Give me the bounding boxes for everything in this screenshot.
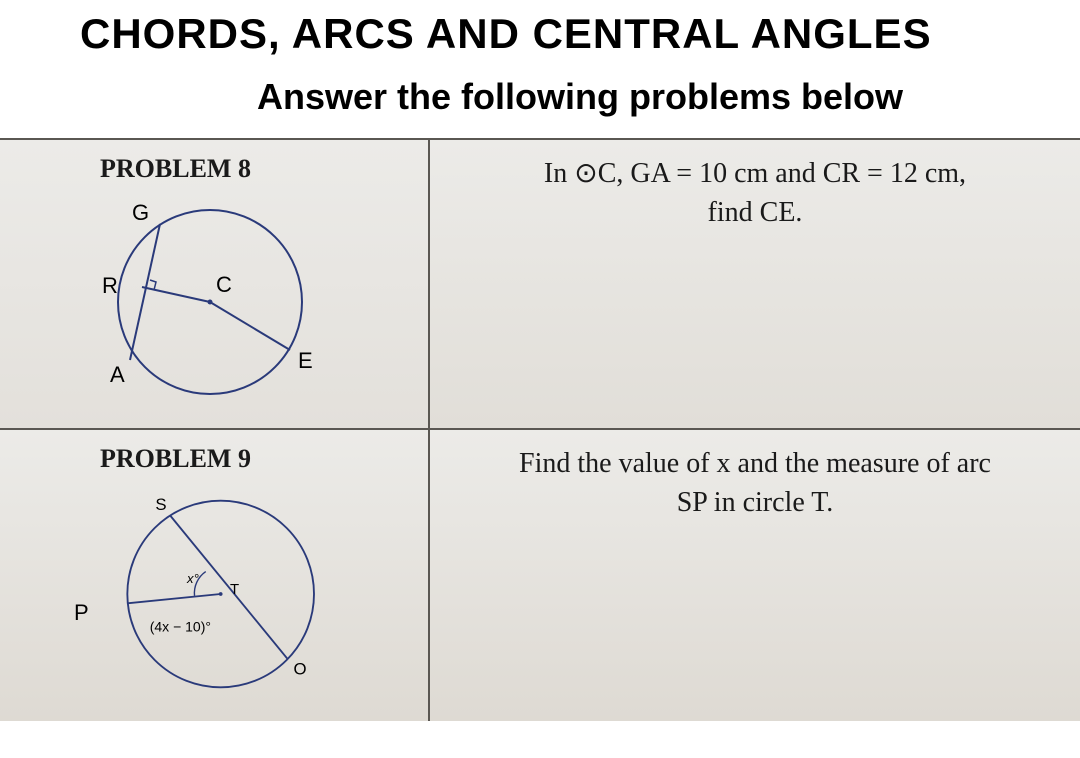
angle-label: (4x − 10)° (150, 618, 211, 634)
angle-label: x° (186, 571, 199, 586)
question-text-line2: find CE. (440, 193, 1070, 232)
point-label: R (102, 273, 118, 298)
question-text-line2: SP in circle T. (440, 483, 1070, 522)
problem9-diagram: S O T x° (4x − 10)° (100, 482, 408, 711)
point-label: T (230, 581, 239, 598)
point-label: G (132, 200, 149, 225)
page-title: CHORDS, ARCS AND CENTRAL ANGLES (80, 10, 1020, 58)
point-label: O (293, 659, 306, 678)
problem8-diagram: G R A C E (100, 192, 408, 427)
problem-question-cell: Find the value of x and the measure of a… (430, 430, 1080, 721)
question-text-line1: Find the value of x and the measure of a… (440, 444, 1070, 483)
problem-label: PROBLEM 8 (100, 154, 408, 184)
point-label: A (110, 362, 125, 387)
problem-diagram-cell: PROBLEM 9 P S O T x° (0, 430, 430, 721)
problem-question-cell: In ⊙C, GA = 10 cm and CR = 12 cm, find C… (430, 140, 1080, 428)
worksheet-table: PROBLEM 8 G R A (0, 138, 1080, 721)
problem-row: PROBLEM 9 P S O T x° (0, 430, 1080, 721)
problem-row: PROBLEM 8 G R A (0, 140, 1080, 430)
question-text-line1: In ⊙C, GA = 10 cm and CR = 12 cm, (440, 154, 1070, 193)
point-label: S (155, 495, 166, 514)
point-label: E (298, 348, 313, 373)
page-subtitle: Answer the following problems below (140, 76, 1020, 118)
problem-diagram-cell: PROBLEM 8 G R A (0, 140, 430, 428)
point-label: C (216, 272, 232, 297)
point-label-p: P (74, 600, 89, 626)
problem-label: PROBLEM 9 (100, 444, 408, 474)
